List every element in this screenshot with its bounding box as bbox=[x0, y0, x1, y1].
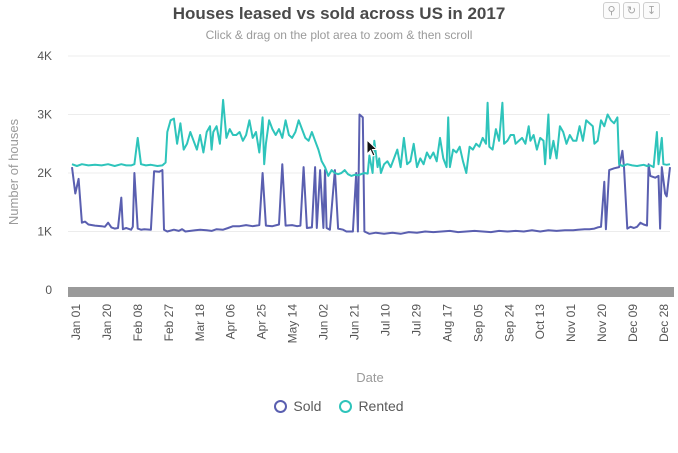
legend-label-sold: Sold bbox=[293, 398, 322, 414]
x-tick-label: Apr 25 bbox=[255, 304, 269, 340]
y-tick-label: 1K bbox=[37, 225, 52, 239]
y-axis-title: Number of houses bbox=[6, 118, 21, 225]
series-line-rented[interactable] bbox=[71, 98, 671, 177]
x-tick-label: Oct 13 bbox=[533, 304, 547, 340]
x-tick-label: Feb 27 bbox=[162, 304, 176, 342]
legend-swatch-sold bbox=[274, 399, 288, 413]
x-tick-label: Mar 18 bbox=[193, 304, 207, 342]
series-line-sold[interactable] bbox=[71, 113, 671, 235]
x-tick-label: Sep 24 bbox=[502, 304, 516, 342]
x-tick-label: Dec 28 bbox=[657, 304, 671, 342]
y-tick-label: 4K bbox=[37, 49, 52, 63]
chart-toolbar: ⚲ ↻ ↧ bbox=[603, 2, 660, 19]
x-tick-label: Dec 09 bbox=[626, 304, 640, 342]
x-tick-label: Jan 20 bbox=[100, 304, 114, 340]
x-tick-label: Sep 05 bbox=[471, 304, 485, 342]
legend-swatch-rented bbox=[339, 399, 353, 413]
x-tick-label: Nov 01 bbox=[564, 304, 578, 342]
x-tick-label: May 14 bbox=[286, 304, 300, 344]
legend-item-rented[interactable]: Rented bbox=[339, 398, 404, 414]
x-tick-label: Feb 08 bbox=[131, 304, 145, 342]
reset-icon[interactable]: ↻ bbox=[623, 2, 640, 19]
x-tick-label: Jun 21 bbox=[348, 304, 362, 340]
chart-subtitle: Click & drag on the plot area to zoom & … bbox=[205, 28, 473, 42]
x-tick-label: Jun 02 bbox=[317, 304, 331, 340]
y-axis-ticks: 0 1K 2K 3K 4K bbox=[37, 49, 52, 297]
legend-item-sold[interactable]: Sold bbox=[274, 398, 321, 414]
legend-label-rented: Rented bbox=[358, 398, 404, 414]
chart-legend: Sold Rented bbox=[0, 398, 678, 414]
x-axis-title: Date bbox=[356, 370, 383, 385]
y-tick-label: 3K bbox=[37, 108, 52, 122]
x-tick-label: Jul 29 bbox=[409, 304, 423, 336]
series-lines bbox=[71, 98, 671, 235]
export-icon[interactable]: ↧ bbox=[643, 2, 660, 19]
x-tick-label: Aug 17 bbox=[440, 304, 454, 342]
zoom-icon[interactable]: ⚲ bbox=[603, 2, 620, 19]
mouse-cursor-icon bbox=[366, 139, 379, 157]
y-tick-label: 2K bbox=[37, 166, 52, 180]
scroll-bar[interactable] bbox=[68, 287, 674, 297]
x-tick-label: Jan 01 bbox=[69, 304, 83, 340]
y-tick-label: 0 bbox=[45, 283, 52, 297]
x-tick-label: Nov 20 bbox=[595, 304, 609, 342]
x-tick-label: Jul 10 bbox=[378, 304, 392, 336]
chart-title: Houses leased vs sold across US in 2017 bbox=[172, 4, 506, 23]
x-axis-ticks: Jan 01 Jan 20 Feb 08 Feb 27 Mar 18 Apr 06 Apr … bbox=[69, 304, 671, 344]
x-tick-label: Apr 06 bbox=[224, 304, 238, 340]
